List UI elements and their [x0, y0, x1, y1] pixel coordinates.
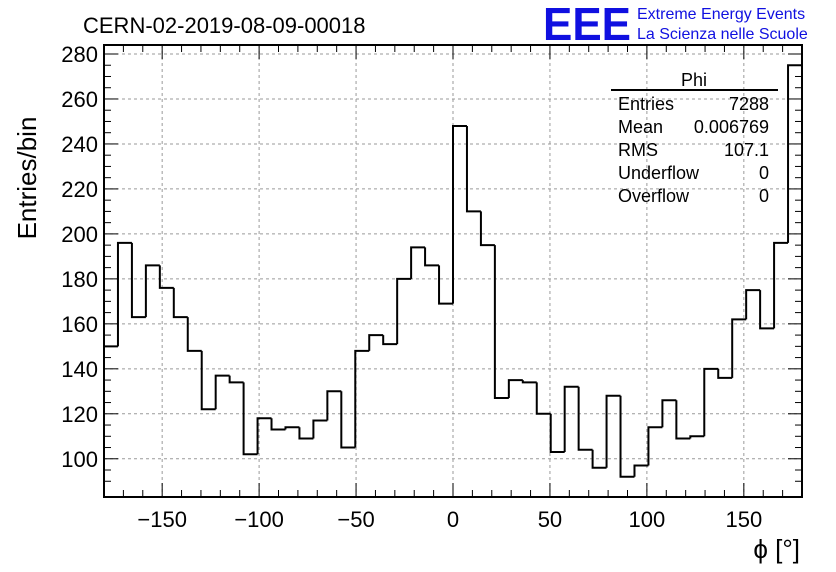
histogram-bin: [577, 386, 593, 451]
stats-title: Phi: [681, 70, 707, 90]
histogram-bin: [256, 417, 272, 455]
y-tick-label: 200: [61, 222, 98, 247]
logo-line-2: La Scienza nelle Scuole: [637, 26, 808, 43]
eee-logo: EEE Extreme Energy Events La Scienza nel…: [543, 0, 808, 50]
histogram-bin: [172, 287, 188, 319]
stats-overflow-value: 0: [759, 186, 769, 206]
histogram-bin: [521, 380, 537, 384]
stats-entries-value: 7288: [729, 94, 769, 114]
y-tick-label: 100: [61, 447, 98, 472]
histogram-bin: [661, 399, 677, 428]
histogram-bin: [647, 426, 663, 466]
histogram-bin: [284, 426, 300, 430]
histogram-bin: [535, 382, 551, 415]
histogram-bin: [116, 241, 132, 347]
histogram-bin: [619, 395, 635, 478]
histogram-bin: [186, 317, 202, 352]
histogram-bin: [228, 375, 244, 384]
histogram-bin: [158, 265, 174, 289]
x-axis-label: ϕ [°]: [753, 534, 800, 564]
y-tick-label: 240: [61, 132, 98, 157]
histogram-bin: [689, 435, 705, 439]
y-tick-label: 160: [61, 312, 98, 337]
histogram-bin: [773, 241, 789, 329]
y-tick-label: 280: [61, 42, 98, 67]
histogram-bin: [633, 464, 649, 477]
histogram-bin: [507, 379, 523, 399]
histogram-bin: [493, 245, 509, 400]
y-tick-label: 260: [61, 87, 98, 112]
histogram-bin: [382, 335, 398, 346]
histogram-bin: [144, 264, 160, 318]
histogram-bin: [745, 289, 761, 320]
chart-title: CERN-02-2019-08-09-00018: [83, 13, 366, 38]
x-tick-label: −150: [137, 507, 187, 532]
y-tick-label: 220: [61, 177, 98, 202]
histogram-bin: [242, 382, 258, 456]
stats-mean-value: 0.006769: [694, 117, 769, 137]
stats-rms-label: RMS: [618, 140, 658, 160]
histogram-bin: [479, 211, 495, 247]
y-axis-label: Entries/bin: [12, 117, 42, 240]
stats-mean-label: Mean: [618, 117, 663, 137]
histogram-bin: [452, 124, 467, 304]
x-tick-label: −50: [337, 507, 374, 532]
histogram-bin: [703, 367, 719, 437]
x-tick-label: 0: [447, 507, 459, 532]
histogram-bin: [731, 318, 747, 378]
y-tick-label: 180: [61, 267, 98, 292]
stats-underflow-label: Underflow: [618, 163, 700, 183]
histogram-bin: [298, 427, 314, 440]
histogram-bin: [759, 290, 775, 330]
histogram-bin: [354, 349, 370, 448]
histogram-bin: [787, 64, 803, 497]
histogram-bin: [214, 374, 230, 410]
axes: −150 −100 −50 0 50 100 150 100 120 140 160 180 200 22…: [61, 42, 803, 532]
stats-rms-value: 107.1: [724, 140, 769, 160]
histogram-bin: [340, 391, 356, 449]
histogram-bin: [270, 418, 286, 431]
stats-overflow-label: Overflow: [618, 186, 690, 206]
histogram-bin: [200, 350, 216, 411]
x-tick-label: 100: [629, 507, 666, 532]
histogram-bin: [410, 246, 426, 279]
histogram-bin: [326, 390, 342, 421]
y-tick-label: 140: [61, 357, 98, 382]
histogram-bin: [717, 368, 733, 379]
x-tick-label: 150: [725, 507, 762, 532]
histogram-bin: [675, 400, 691, 440]
histogram-bin: [312, 419, 328, 439]
histogram-bin: [424, 247, 440, 267]
x-tick-label: −100: [234, 507, 284, 532]
histogram-bin: [368, 334, 384, 351]
histogram-bin: [438, 265, 453, 305]
x-tick-label: 50: [538, 507, 562, 532]
histogram-bin: [465, 125, 481, 213]
histogram-bin: [549, 413, 565, 454]
stats-underflow-value: 0: [759, 163, 769, 183]
stats-box: Phi Entries 7288 Mean 0.006769 RMS 107.1…: [611, 70, 778, 206]
histogram-bin: [396, 277, 412, 345]
y-tick-label: 120: [61, 402, 98, 427]
histogram-bin: [605, 394, 621, 468]
histogram-bin: [563, 385, 579, 453]
histogram-bin: [130, 242, 146, 319]
histogram-bin: [591, 449, 607, 469]
logo-mark: EEE: [543, 0, 631, 50]
stats-entries-label: Entries: [618, 94, 674, 114]
logo-line-1: Extreme Energy Events: [637, 6, 805, 23]
